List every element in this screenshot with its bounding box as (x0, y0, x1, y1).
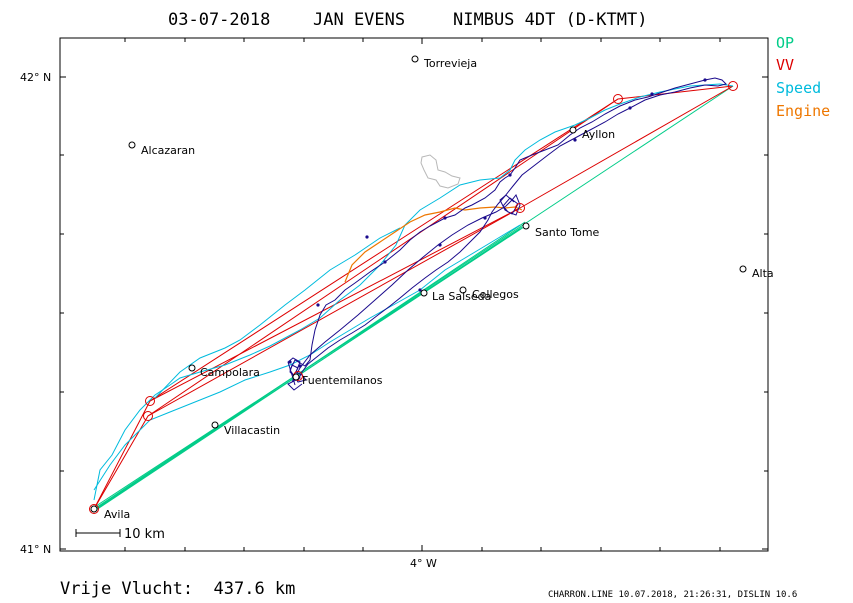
lake-outline (420, 154, 461, 189)
turnpoint-4 (515, 203, 525, 213)
legend-speed: Speed (776, 79, 821, 97)
place-campolara: Campolara (200, 366, 260, 379)
lat-label-top: 42° N (20, 71, 51, 84)
turnpoint-5 (613, 94, 623, 104)
scale-bar: 10 km (75, 527, 165, 542)
title-pilot: JAN EVENS (313, 10, 405, 30)
place-marker (459, 286, 467, 294)
scale-bar-label: 10 km (124, 527, 165, 542)
place-collegos: Collegos (472, 288, 519, 301)
place-marker (292, 373, 300, 381)
title-glider: NIMBUS 4DT (D-KTMT) (453, 10, 647, 30)
place-avila: Avila (104, 508, 130, 521)
place-marker (90, 505, 98, 513)
place-marker (569, 126, 577, 134)
place-fuentemilanos: Fuentemilanos (302, 374, 383, 387)
plot-frame (59, 37, 769, 552)
places: Torrevieja Alcazaran Ayllon Santo Tome A… (90, 55, 774, 521)
software-credit: CHARRON.LINE 10.07.2018, 21:26:31, DISLI… (548, 590, 797, 600)
lat-label-bottom: 41° N (20, 543, 51, 556)
place-ayllon: Ayllon (582, 128, 615, 141)
free-flight-distance: Vrije Vlucht: 437.6 km (60, 579, 295, 599)
frame-ticks (60, 38, 768, 551)
flight-track-main (287, 77, 727, 386)
place-la-salseda: La Salseda (432, 290, 491, 303)
legend-vv: VV (776, 56, 794, 74)
place-alta: Alta (752, 267, 774, 280)
place-marker (522, 222, 530, 230)
title-date: 03-07-2018 (168, 10, 270, 30)
place-torrevieja: Torrevieja (423, 57, 477, 70)
legend-engine: Engine (776, 102, 830, 120)
engine-track (344, 206, 523, 283)
speed-track-mid (154, 227, 401, 399)
turnpoint-start (89, 504, 99, 514)
speed-track-south (93, 224, 521, 491)
place-marker (739, 265, 747, 273)
turnpoint-2 (145, 396, 155, 406)
turnpoint-6 (728, 81, 738, 91)
op-lines (92, 85, 734, 511)
place-santo-tome: Santo Tome (535, 226, 600, 239)
place-marker (188, 364, 196, 372)
legend: OP VV Speed Engine (776, 34, 830, 120)
turnpoints (89, 81, 738, 514)
place-marker (128, 141, 136, 149)
place-villacastin: Villacastin (224, 424, 280, 437)
place-marker (211, 421, 219, 429)
lon-label: 4° W (410, 557, 437, 570)
turnpoint-3 (143, 411, 153, 421)
legend-op: OP (776, 34, 794, 52)
place-marker (411, 55, 419, 63)
place-marker (420, 289, 428, 297)
place-alcazaran: Alcazaran (141, 144, 195, 157)
track-markers (288, 78, 707, 368)
